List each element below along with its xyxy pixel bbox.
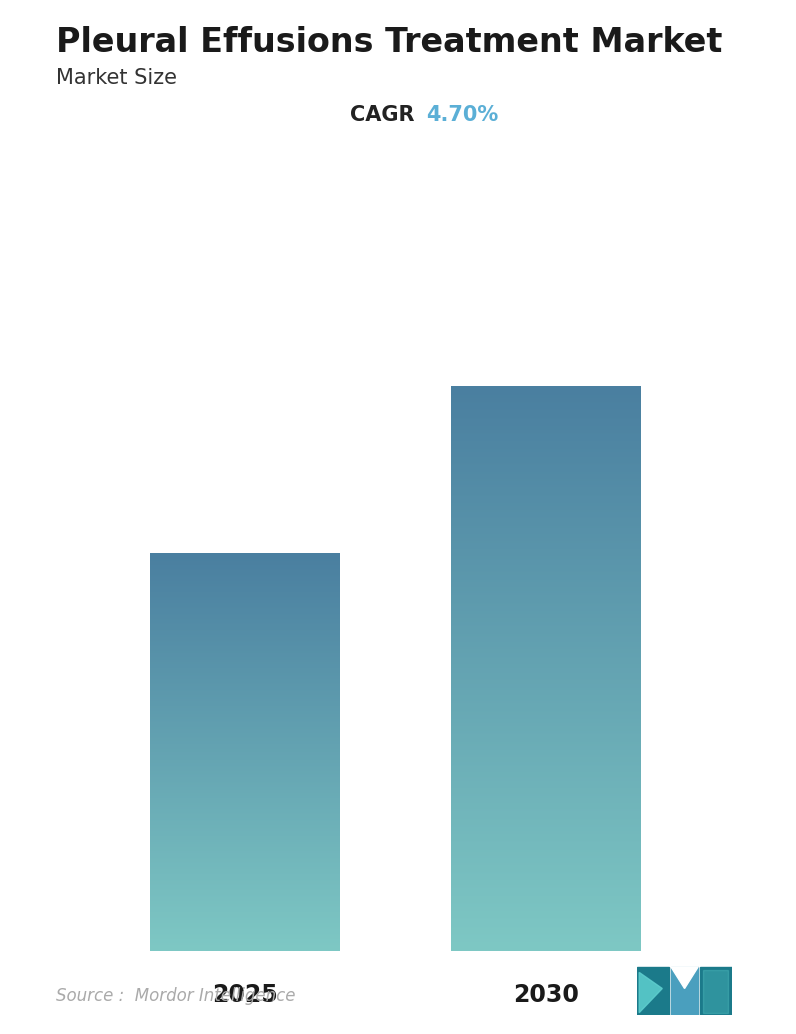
- Polygon shape: [637, 967, 669, 1015]
- Polygon shape: [671, 967, 698, 1015]
- Text: Market Size: Market Size: [56, 68, 177, 88]
- Polygon shape: [671, 967, 698, 989]
- Polygon shape: [639, 972, 662, 1012]
- Text: Pleural Effusions Treatment Market: Pleural Effusions Treatment Market: [56, 26, 722, 59]
- Text: CAGR: CAGR: [350, 105, 415, 125]
- Text: 2025: 2025: [212, 983, 278, 1007]
- Polygon shape: [700, 967, 732, 1015]
- Text: 2030: 2030: [513, 983, 579, 1007]
- Text: Source :  Mordor Intelligence: Source : Mordor Intelligence: [56, 987, 295, 1005]
- Polygon shape: [703, 970, 728, 1012]
- Text: 4.70%: 4.70%: [426, 105, 498, 125]
